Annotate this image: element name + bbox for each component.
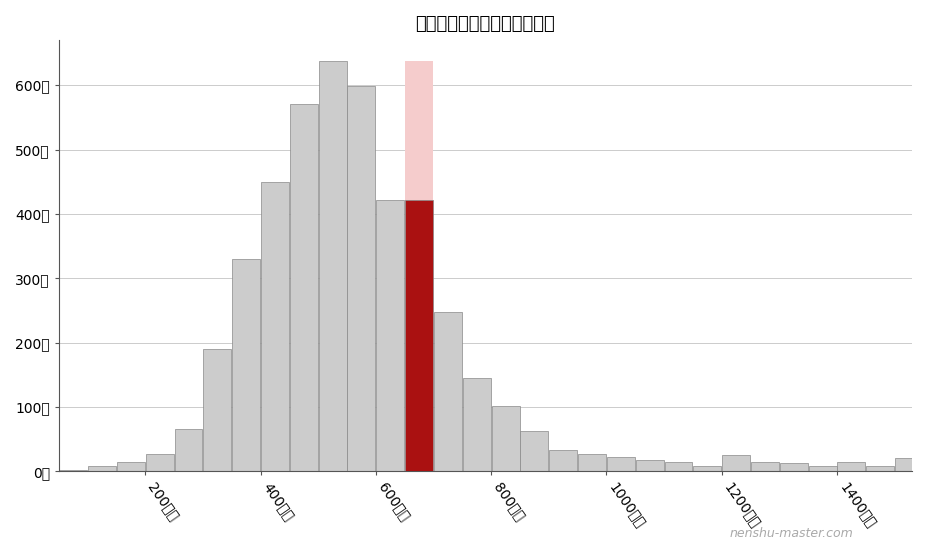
Bar [376,200,404,471]
Bar [520,431,549,471]
Bar [203,349,232,471]
Bar [607,457,635,471]
Bar [117,462,145,471]
Bar [780,463,807,471]
Bar [146,454,173,471]
Bar [837,462,866,471]
Bar [434,312,462,471]
Bar [751,462,779,471]
Bar [59,470,87,471]
Bar [693,466,721,471]
Bar [319,61,347,471]
Bar [405,200,433,471]
Bar [636,460,664,471]
Bar [665,462,692,471]
Bar [491,405,519,471]
Title: 岩手日報社の年収ポジション: 岩手日報社の年収ポジション [415,15,555,33]
Bar [405,61,433,471]
Bar [578,454,606,471]
Bar [348,86,375,471]
Bar [463,378,490,471]
Bar [808,466,837,471]
Bar [261,182,289,471]
Bar [290,105,318,471]
Bar [549,450,578,471]
Bar [88,466,116,471]
Bar [232,259,260,471]
Bar [722,455,750,471]
Text: nenshu-master.com: nenshu-master.com [730,527,853,540]
Bar [174,429,202,471]
Bar [867,466,895,471]
Bar [895,458,923,471]
